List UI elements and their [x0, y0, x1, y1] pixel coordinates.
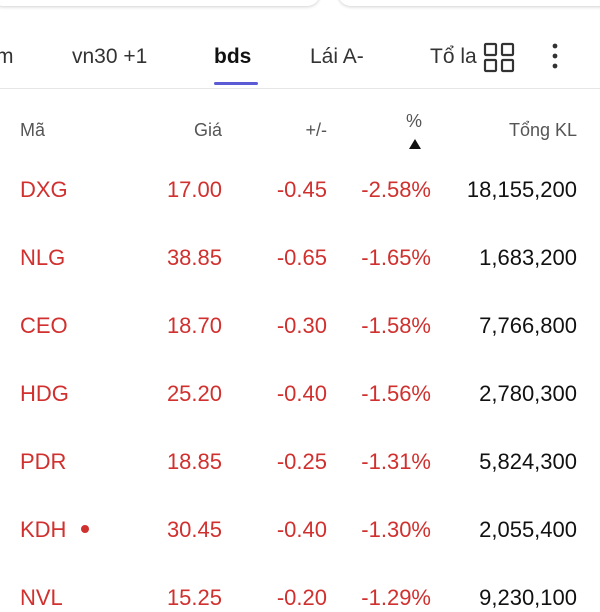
- volume: 9,230,100: [479, 585, 577, 610]
- more-menu[interactable]: [549, 42, 561, 72]
- grid-icon[interactable]: [483, 42, 517, 74]
- search-card[interactable]: [0, 0, 320, 6]
- tab[interactable]: bds: [214, 45, 252, 68]
- price: 17.00: [166, 177, 222, 202]
- change-percent: -1.30%: [361, 517, 431, 542]
- price: 25.20: [166, 381, 222, 406]
- change: -0.20: [276, 585, 327, 610]
- volume: 7,766,800: [479, 313, 577, 338]
- change: -0.40: [276, 517, 327, 542]
- price: 30.45: [166, 517, 222, 542]
- ticker: HDG: [20, 381, 69, 406]
- change: -0.30: [276, 313, 327, 338]
- column-header[interactable]: %: [405, 111, 422, 131]
- column-header[interactable]: Giá: [193, 120, 222, 140]
- column-header[interactable]: +/-: [305, 120, 327, 140]
- divider: [0, 88, 600, 89]
- volume: 2,780,300: [479, 381, 577, 406]
- change-percent: -1.65%: [361, 245, 431, 270]
- column-header: Mã: [20, 120, 46, 140]
- tab[interactable]: Tổ la: [430, 45, 477, 68]
- change: -0.45: [276, 177, 327, 202]
- sort-indicator: [409, 139, 421, 149]
- price: 38.85: [166, 245, 222, 270]
- ticker: CEO: [20, 313, 68, 338]
- price: 18.70: [166, 313, 222, 338]
- volume: 2,055,400: [479, 517, 577, 542]
- search-card[interactable]: [338, 0, 600, 6]
- active-tab-indicator: [214, 82, 258, 85]
- price: 15.25: [166, 585, 222, 610]
- change-percent: -1.31%: [361, 449, 431, 474]
- change-percent: -2.58%: [361, 177, 431, 202]
- change: -0.40: [276, 381, 327, 406]
- volume: 5,824,300: [479, 449, 577, 474]
- volume: 1,683,200: [479, 245, 577, 270]
- column-header[interactable]: Tổng KL: [508, 120, 577, 140]
- change: -0.65: [276, 245, 327, 270]
- tab[interactable]: vn30 +1: [72, 45, 148, 68]
- change-percent: -1.29%: [361, 585, 431, 610]
- price: 18.85: [166, 449, 222, 474]
- tab[interactable]: Lái A-: [310, 45, 364, 68]
- change-percent: -1.56%: [361, 381, 431, 406]
- ticker: DXG: [20, 177, 68, 202]
- ticker: NLG: [20, 245, 66, 270]
- ticker: NVL: [20, 585, 63, 610]
- ticker: PDR: [20, 449, 67, 474]
- ticker: KDH: [20, 517, 67, 542]
- change-percent: -1.58%: [361, 313, 431, 338]
- change: -0.25: [276, 449, 327, 474]
- alert-dot: [81, 525, 89, 533]
- tab[interactable]: m: [0, 45, 14, 68]
- volume: 18,155,200: [466, 177, 577, 202]
